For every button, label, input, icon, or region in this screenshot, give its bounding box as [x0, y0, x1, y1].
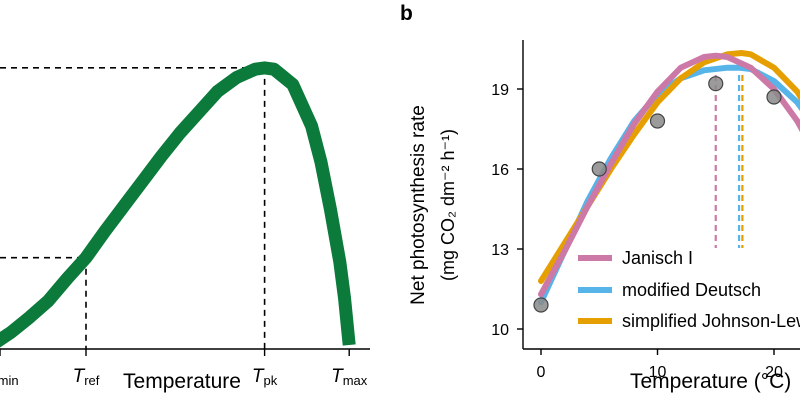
- panel-b-ytick-label-10: 10: [491, 322, 509, 339]
- panel-b-point-2: [649, 113, 666, 129]
- panel-b-point-0: [533, 297, 549, 313]
- panel-b-x-ticks: 0 10 20: [537, 349, 783, 381]
- legend-label-1: modified Deutsch: [622, 280, 761, 300]
- panel-b-xtick-label-0: 0: [537, 364, 546, 381]
- panel-a-tick-label-pk: Tpk: [252, 366, 278, 388]
- panel-b-xtick-label-20: 20: [765, 364, 783, 381]
- panel-b-point-3: [708, 76, 724, 92]
- panel-b-ytick-label-19: 19: [491, 82, 509, 99]
- panel-a-reference-lines: [0, 67, 266, 349]
- panel-b-ytick-label-16: 16: [491, 162, 509, 179]
- panel-b-curve-janisch-i: [538, 52, 800, 298]
- panel-a-tick-label-max: Tmax: [331, 366, 368, 388]
- panel-b-y-label: Net photosynthesis rate: [408, 105, 429, 305]
- panel-b-y-label-main: Net photosynthesis rate: [408, 105, 429, 305]
- legend-label-0: Janisch I: [622, 248, 693, 268]
- panel-b-observations: [533, 76, 782, 313]
- panel-a: Tmin Tref Tpk Tmax Temperature: [0, 61, 370, 393]
- panel-a-tick-label-ref: Tref: [73, 366, 100, 388]
- panel-b-letter: b: [400, 2, 413, 25]
- panel-a-response-curve: [0, 61, 356, 348]
- panel-b-optimum-lines: [714, 75, 744, 248]
- legend-label-2: simplified Johnson-Lewin: [622, 311, 800, 331]
- panel-b-point-4: [766, 89, 782, 105]
- panel-b-ytick-label-13: 13: [491, 242, 509, 259]
- panel-b-y-ticks: 10 13 16 19: [491, 82, 523, 339]
- panel-b-x-label: Temperature (°C): [630, 370, 791, 393]
- panel-a-x-label: Temperature: [123, 370, 241, 393]
- panel-b-y-units: (mg CO₂ dm⁻² h⁻¹): [438, 129, 458, 281]
- panel-b-y-label-units: (mg CO₂ dm⁻² h⁻¹): [438, 129, 458, 281]
- panel-b-xtick-label-10: 10: [649, 364, 667, 381]
- panel-a-tick-label-min: Tmin: [0, 366, 19, 388]
- panel-b-curve-simplified-johnson-lewin: [538, 50, 800, 284]
- panel-b: b Net photosynthesis rate (mg CO₂ dm⁻² h…: [400, 2, 800, 393]
- panel-b-point-1: [591, 161, 607, 177]
- panel-b-legend: Janisch I modified Deutsch simplified John…: [578, 248, 800, 331]
- panel-b-curves: [538, 50, 800, 306]
- panel-a-x-ticks: Tmin Tref Tpk Tmax: [0, 349, 368, 388]
